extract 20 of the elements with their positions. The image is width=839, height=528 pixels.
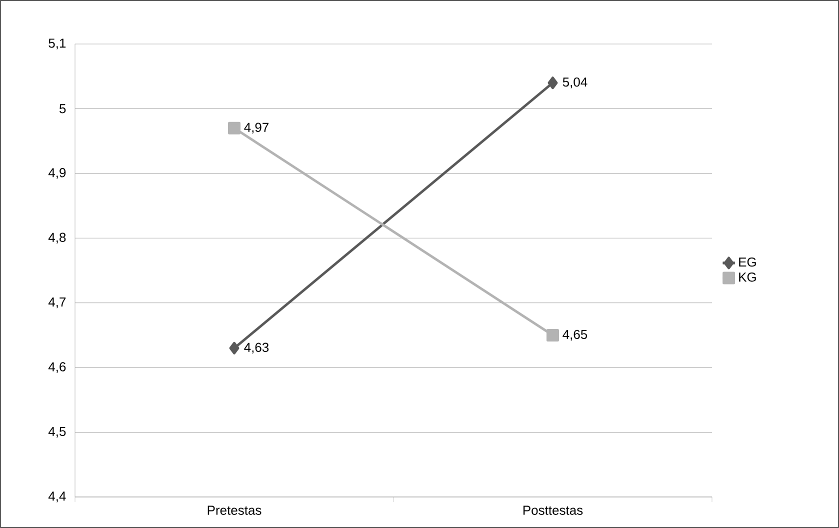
x-tick-label: Posttestas [523, 506, 583, 515]
y-tick-label: 5 [60, 104, 66, 114]
data-label: 4,97 [244, 122, 268, 134]
data-label: 5,04 [562, 77, 588, 88]
y-tick-label: 4,5 [48, 426, 66, 438]
y-tick-label: 4,4 [48, 492, 66, 502]
y-tick-label: 4,7 [48, 298, 66, 308]
y-tick-label: 5,1 [48, 38, 66, 50]
data-label: 4,63 [244, 342, 269, 354]
legend-label: EG [739, 257, 756, 267]
data-label: 4,65 [562, 330, 588, 341]
y-tick-label: 4,8 [48, 232, 66, 244]
y-tick-label: 4,6 [48, 362, 66, 373]
x-tick-label: Pretestas [208, 506, 262, 515]
y-tick-label: 4,9 [48, 168, 66, 179]
point [228, 122, 241, 134]
point [548, 76, 558, 90]
point [229, 342, 240, 354]
legend-label: KG [739, 272, 756, 282]
point [546, 328, 559, 342]
